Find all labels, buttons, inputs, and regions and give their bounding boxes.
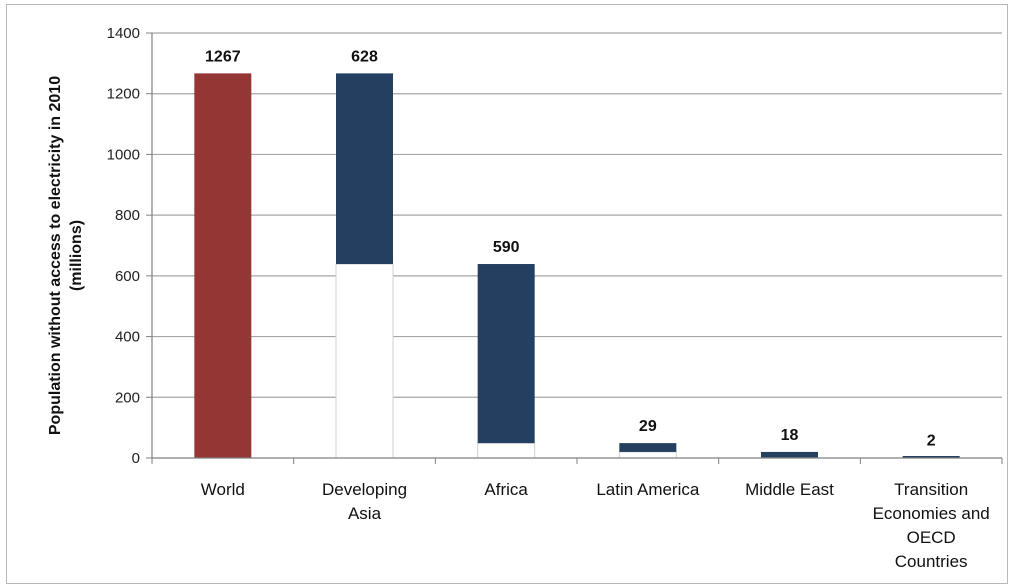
category-label: Developing Asia <box>322 480 407 523</box>
y-axis-label-line: (millions) <box>68 220 85 291</box>
bars <box>194 73 960 459</box>
y-tick-label: 0 <box>132 450 140 467</box>
bar-component <box>902 456 960 458</box>
data-labels: 1267 628 590 29 18 2 <box>205 48 936 449</box>
y-axis-label: Population without access to electricity… <box>47 76 85 435</box>
bar-component <box>619 443 677 452</box>
category-label-line: Transition <box>894 480 968 499</box>
gridlines <box>152 32 1002 398</box>
category-label-line: Countries <box>895 552 968 571</box>
y-tick-label: 200 <box>115 389 140 406</box>
y-tick-label: 1200 <box>107 86 140 103</box>
category-label: Middle East <box>745 480 834 499</box>
category-label-line: Economies and <box>873 504 990 523</box>
y-tick-label: 800 <box>115 207 140 224</box>
bar-total <box>194 73 252 458</box>
category-label: Africa <box>484 480 528 499</box>
y-tick-label: 1400 <box>107 25 140 42</box>
category-label: Transition Economies and OECD Countries <box>873 480 990 571</box>
category-labels: World Developing Asia Africa Latin America Mi… <box>201 480 990 571</box>
category-label: Latin America <box>596 480 700 499</box>
data-label: 590 <box>493 239 520 256</box>
category-label-line: Asia <box>348 504 382 523</box>
data-label: 1267 <box>205 48 241 65</box>
bar-component <box>336 73 393 265</box>
bar-base <box>477 442 536 459</box>
y-tick-label: 400 <box>115 329 140 346</box>
bar-base <box>618 451 677 459</box>
data-label: 18 <box>781 427 799 444</box>
data-label: 2 <box>927 432 936 449</box>
category-label-line: Latin America <box>596 480 700 499</box>
data-label: 29 <box>639 418 657 435</box>
category-label: World <box>201 480 245 499</box>
bar-component <box>761 451 818 458</box>
category-label-line: Developing <box>322 480 407 499</box>
category-label-line: OECD <box>907 528 956 547</box>
axes <box>146 32 1003 464</box>
y-tick-labels: 0 200 400 600 800 1000 1200 1400 <box>107 25 140 467</box>
bar-component <box>477 264 535 444</box>
data-label: 628 <box>351 48 378 65</box>
category-label-line: Africa <box>484 480 528 499</box>
y-tick-label: 1000 <box>107 146 140 163</box>
category-label-line: World <box>201 480 245 499</box>
y-axis-label-line: Population without access to electricity… <box>47 76 64 435</box>
y-tick-label: 600 <box>115 268 140 285</box>
bar-base <box>335 263 394 459</box>
category-label-line: Middle East <box>745 480 834 499</box>
